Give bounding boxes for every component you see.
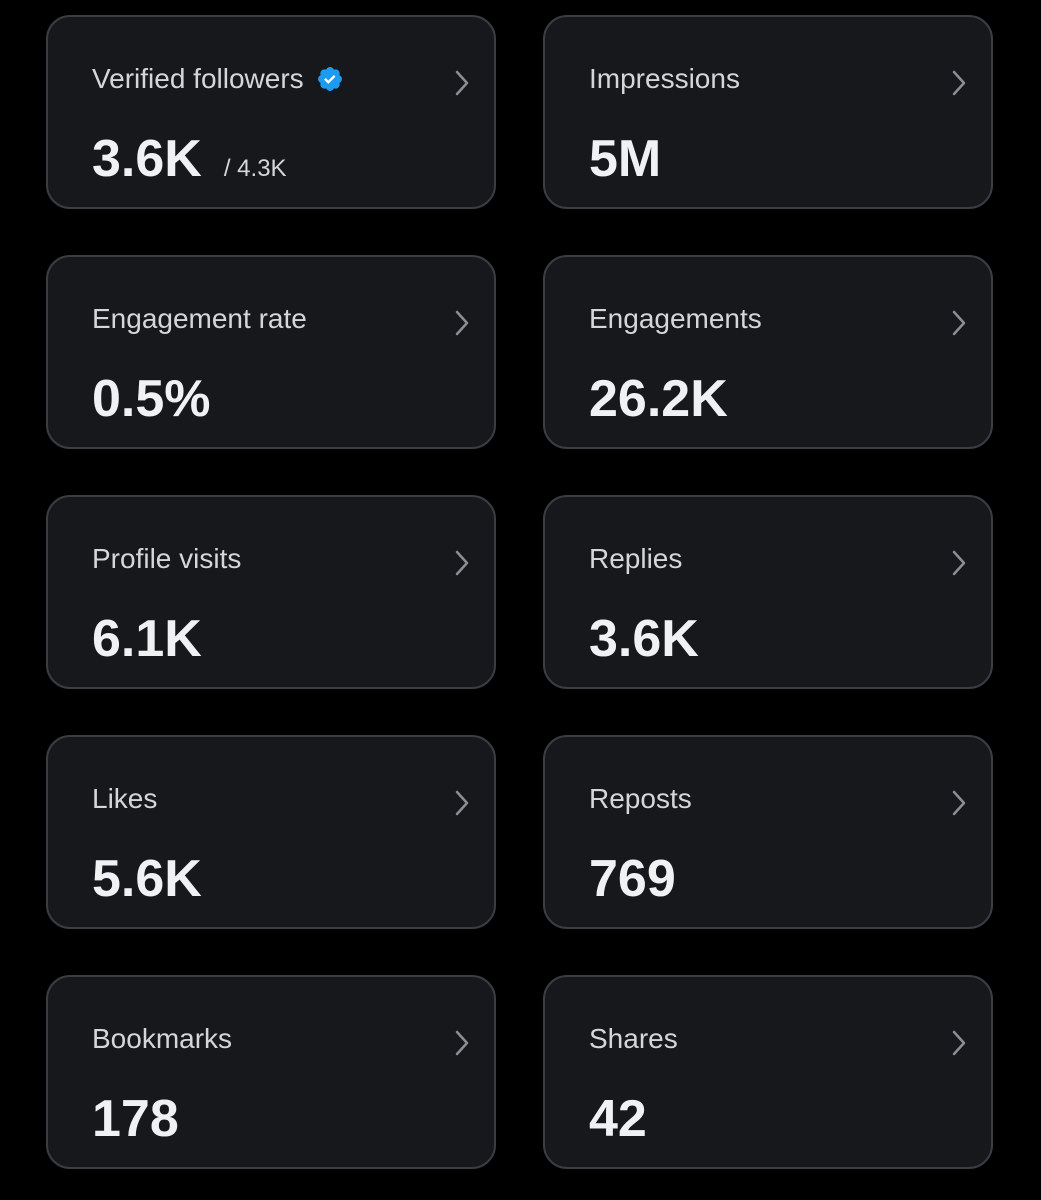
metric-value: 3.6K <box>92 130 202 188</box>
chevron-icon <box>952 70 966 96</box>
metric-label-row: Engagements <box>589 303 762 335</box>
metric-card[interactable]: Impressions 5M <box>543 15 993 209</box>
metric-value: 3.6K <box>589 610 699 668</box>
metric-value: 769 <box>589 850 676 908</box>
metric-value-row: 26.2K <box>589 369 728 429</box>
metric-card[interactable]: Profile visits 6.1K <box>46 495 496 689</box>
chevron-icon <box>952 1030 966 1056</box>
metric-label: Replies <box>589 543 683 574</box>
metric-value-row: 0.5% <box>92 369 211 429</box>
metric-label: Engagements <box>589 303 762 334</box>
metric-card[interactable]: Likes 5.6K <box>46 735 496 929</box>
metric-label: Engagement rate <box>92 303 307 334</box>
chevron-icon <box>455 790 469 816</box>
metric-label-row: Profile visits <box>92 543 241 575</box>
metric-value-row: 178 <box>92 1089 179 1149</box>
metric-total: / 4.3K <box>223 155 287 182</box>
metric-label-row: Reposts <box>589 783 692 815</box>
metric-value-row: 5M <box>589 129 661 189</box>
chevron-icon <box>952 790 966 816</box>
metric-label: Bookmarks <box>92 1023 233 1054</box>
metric-value: 6.1K <box>92 610 202 668</box>
metric-value-row: 42 <box>589 1089 647 1149</box>
metric-card[interactable]: Engagement rate 0.5% <box>46 255 496 449</box>
metric-card[interactable]: Bookmarks 178 <box>46 975 496 1169</box>
metric-label-row: Replies <box>589 543 682 575</box>
metric-value-row: 3.6K <box>589 609 699 669</box>
metric-value: 26.2K <box>589 370 728 428</box>
metric-label-row: Bookmarks <box>92 1023 232 1055</box>
metric-card[interactable]: Replies 3.6K <box>543 495 993 689</box>
metric-label: Likes <box>92 783 158 814</box>
metric-value-row: 3.6K / 4.3K <box>92 129 287 189</box>
metric-value: 5M <box>589 130 662 188</box>
metric-card[interactable]: Shares 42 <box>543 975 993 1169</box>
chevron-icon <box>455 550 469 576</box>
metric-card[interactable]: Verified followers 3.6K / 4.3K <box>46 15 496 209</box>
chevron-icon <box>952 550 966 576</box>
metric-value-row: 6.1K <box>92 609 202 669</box>
metric-card[interactable]: Reposts 769 <box>543 735 993 929</box>
metric-value: 5.6K <box>92 850 202 908</box>
chevron-icon <box>455 1030 469 1056</box>
metric-label-row: Impressions <box>589 63 740 95</box>
metric-label: Impressions <box>589 63 740 94</box>
metric-value-row: 5.6K <box>92 849 202 909</box>
metric-label-row: Engagement rate <box>92 303 307 335</box>
chevron-icon <box>952 310 966 336</box>
metric-label: Profile visits <box>92 543 242 574</box>
chevron-icon <box>455 70 469 96</box>
metric-label: Shares <box>589 1023 678 1054</box>
metric-value: 0.5% <box>92 370 211 428</box>
metric-label: Verified followers <box>92 63 304 94</box>
metric-value-row: 769 <box>589 849 676 909</box>
metric-value: 42 <box>589 1090 647 1148</box>
metric-card[interactable]: Engagements 26.2K <box>543 255 993 449</box>
verified-badge <box>317 67 342 91</box>
metric-label-row: Verified followers <box>92 63 344 95</box>
metric-label-row: Likes <box>92 783 157 815</box>
chevron-icon <box>455 310 469 336</box>
metric-label-row: Shares <box>589 1023 678 1055</box>
metric-value: 178 <box>92 1090 179 1148</box>
metric-label: Reposts <box>589 783 692 814</box>
